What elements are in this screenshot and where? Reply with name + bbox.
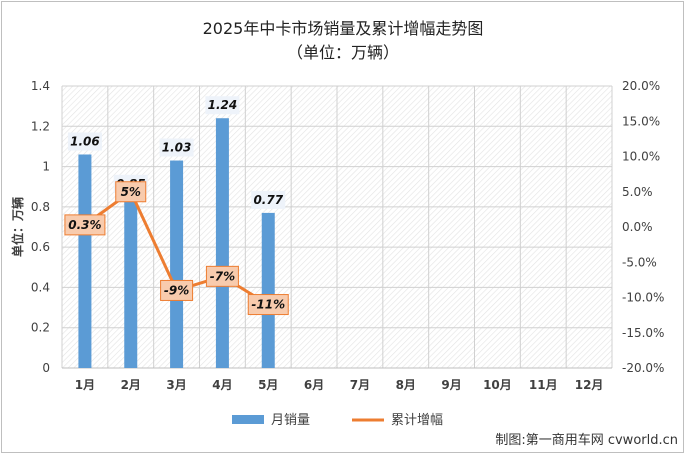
line-data-label: -7%: [210, 269, 235, 283]
bar-data-label: 1.06: [70, 134, 100, 148]
x-tick-label: 8月: [396, 378, 416, 392]
bar-series: [78, 118, 275, 368]
line-label-box: [205, 265, 239, 287]
bar-data-label: 0.77: [253, 193, 283, 207]
bar-label-box: [205, 96, 240, 115]
x-tick-label: 1月: [75, 378, 95, 392]
y-tick-left: 0.6: [31, 240, 50, 254]
chart-subtitle: （单位：万辆）: [287, 43, 399, 62]
bar: [215, 118, 229, 368]
y-tick-right: 10.0%: [622, 150, 660, 164]
line-data-label: -11%: [251, 298, 285, 312]
y-tick-right: -5.0%: [622, 255, 657, 269]
y-tick-right: -15.0%: [622, 326, 664, 340]
legend: 月销量 累计增幅: [232, 413, 443, 428]
line-data-label: -9%: [164, 283, 189, 297]
y-tick-right: 0.0%: [622, 220, 653, 234]
x-tick-label: 2月: [121, 378, 141, 392]
y-tick-left: 1.4: [31, 79, 50, 93]
y-tick-left: 1: [42, 160, 50, 174]
x-tick-label: 7月: [350, 378, 370, 392]
y-tick-right: 15.0%: [622, 114, 660, 128]
chart-title: 2025年中卡市场销量及累计增幅走势图: [203, 19, 484, 38]
gridlines: [61, 85, 613, 369]
line-label-box: [64, 214, 106, 236]
y-axis-right: -20.0% -15.0% -10.0% -5.0% 0.0% 5.0% 10.0% 15.0…: [622, 79, 664, 375]
x-tick-label: 9月: [441, 378, 461, 392]
y-axis-left: 0 0.2 0.4 0.6 0.8 1 1.2 1.4: [31, 79, 50, 375]
x-tick-label: 12月: [575, 378, 604, 392]
bar-label-box: [67, 132, 102, 151]
y-tick-left: 0.4: [31, 280, 50, 294]
x-axis: 1月 2月 3月 4月 5月 6月 7月 8月 9月 10月 11月 12月: [75, 378, 604, 392]
y-tick-left: 0: [42, 361, 50, 375]
x-tick-label: 11月: [529, 378, 558, 392]
bar-label-box: [251, 190, 286, 209]
bar-data-label: 1.03: [162, 141, 192, 155]
bar-data-label: 1.24: [208, 98, 238, 112]
line-data-label: 0.3%: [68, 218, 101, 232]
legend-bar-swatch: [232, 415, 264, 424]
legend-line-label: 累计增幅: [391, 413, 443, 428]
bar: [78, 154, 92, 368]
y-tick-right: 5.0%: [622, 185, 653, 199]
bar: [170, 160, 184, 368]
legend-bar-label: 月销量: [271, 413, 310, 428]
bar: [124, 196, 138, 368]
line-label-box: [115, 181, 147, 203]
x-tick-label: 5月: [258, 378, 278, 392]
bar: [261, 212, 275, 368]
x-tick-label: 4月: [212, 378, 232, 392]
data-labels: 1.060.851.031.240.770.3%5%-9%-7%-11%: [64, 96, 289, 316]
x-tick-label: 3月: [166, 378, 186, 392]
credit-text: 制图:第一商用车网 cvworld.cn: [495, 432, 678, 448]
bar-label-box: [159, 138, 194, 157]
y-tick-right: -20.0%: [622, 361, 664, 375]
y-tick-right: -10.0%: [622, 291, 664, 305]
x-tick-label: 6月: [304, 378, 324, 392]
x-tick-label: 10月: [483, 378, 512, 392]
line-label-box: [160, 279, 194, 301]
y-tick-left: 0.2: [31, 321, 50, 335]
y-tick-left: 1.2: [31, 119, 50, 133]
y-axis-title: 单位：万辆: [10, 197, 25, 257]
y-tick-left: 0.8: [31, 200, 50, 214]
y-tick-right: 20.0%: [622, 79, 660, 93]
line-data-label: 5%: [121, 185, 141, 199]
line-label-box: [247, 294, 289, 316]
